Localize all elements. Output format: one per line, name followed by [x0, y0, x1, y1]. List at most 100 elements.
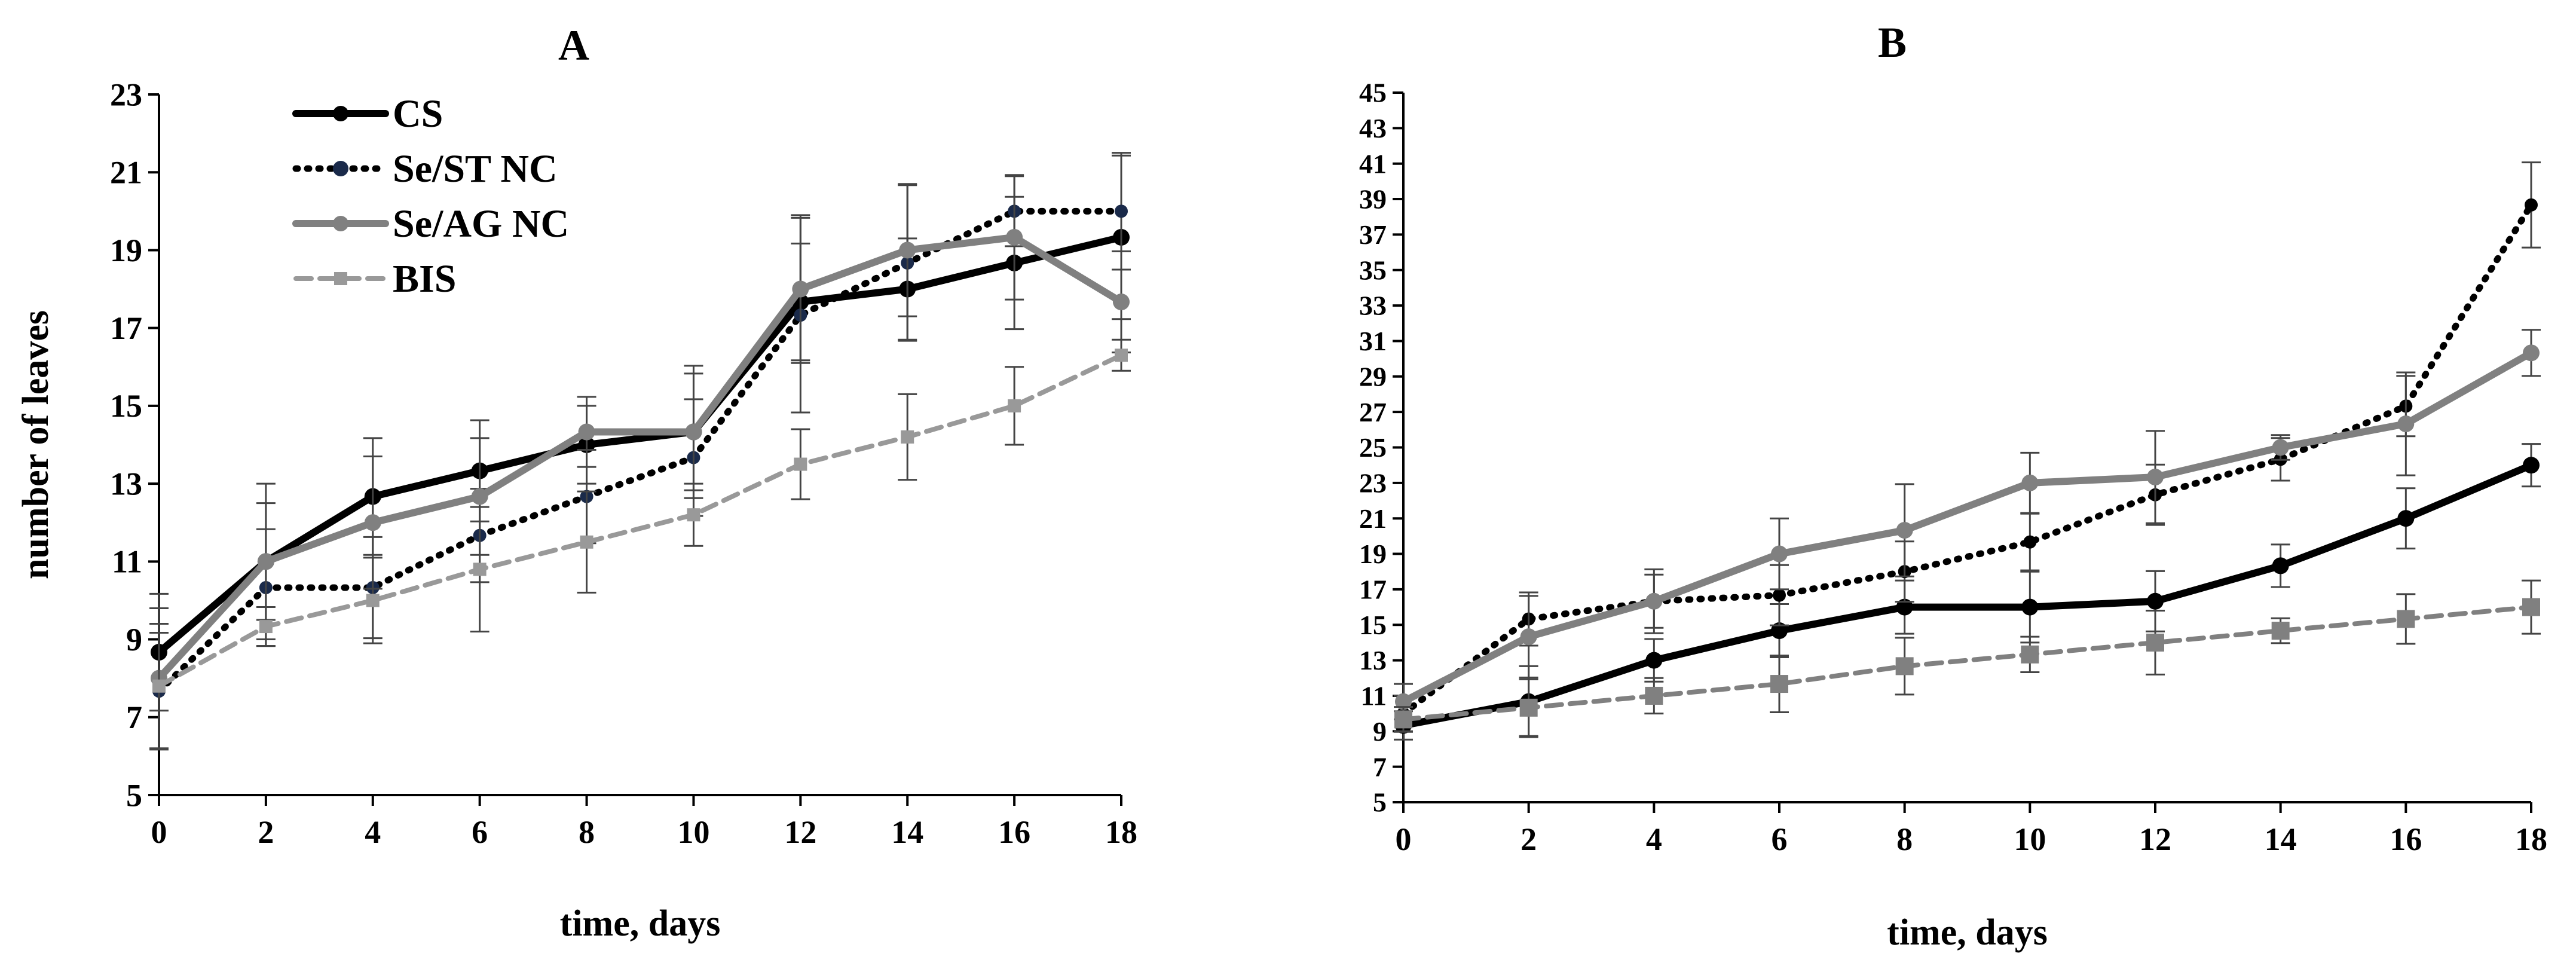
panel-b-x-tick-label: 14 — [2265, 821, 2297, 857]
panel-a-x-tick-label: 2 — [258, 814, 274, 850]
panel-b-y-tick-label: 37 — [1359, 219, 1387, 250]
panel-a-x-tick-label: 12 — [784, 814, 816, 850]
legend-swatch-marker — [333, 106, 348, 121]
panel-a-title: A — [558, 22, 589, 69]
panel-a-series-se-ag-nc-point — [578, 423, 595, 441]
panel-a-series-bis-point — [1008, 399, 1021, 412]
panel-b-series-se-ag-nc-line — [1400, 349, 2535, 705]
panel-a-series-cs-line — [155, 233, 1125, 656]
legend-swatch-marker — [334, 272, 347, 285]
panel-a-series-se-ag-nc-point — [792, 280, 809, 298]
panel-b-y-tick-label: 7 — [1373, 751, 1387, 782]
panel-a-x-tick-label: 18 — [1105, 814, 1137, 850]
panel-b-x-tick-label: 6 — [1772, 821, 1788, 857]
panel-a-series-se-ag-nc-point — [364, 514, 381, 531]
panel-b-series-cs-point — [1645, 652, 1663, 669]
panel-b-series-bis-point — [1394, 710, 1412, 729]
panel-b-y-tick-label: 9 — [1373, 716, 1387, 747]
panel-b-series-bis-point — [2146, 633, 2164, 652]
panel-a-series-bis-point — [580, 535, 593, 549]
panel-a-series-bis-point — [152, 679, 166, 693]
panel-b-series-cs — [1394, 443, 2541, 741]
panel-b-series-se-ag-nc-point — [2272, 439, 2289, 456]
panel-b-series-se-st-nc-line — [1400, 201, 2535, 717]
panel-b-y-tick-label: 39 — [1359, 184, 1387, 215]
panel-b-series-bis-point — [1770, 675, 1788, 693]
panel-b-y-tick-label: 33 — [1359, 291, 1387, 321]
panel-a-x-axis-label: time, days — [560, 903, 721, 944]
chart-panel-a: A 5 7 9 11 13 15 17 19 21 23 0 2 4 6 8 10 12 14 16 18 time, d… — [16, 22, 1137, 944]
panel-a-y-tick-label: 13 — [110, 466, 142, 502]
panel-a-series-se-ag-nc-point — [1006, 228, 1023, 246]
panel-a-y-tick-label: 23 — [110, 77, 142, 112]
panel-a-series-se-st-nc-point — [1115, 204, 1128, 218]
panel-a-y-tick-label: 15 — [110, 388, 142, 424]
panel-b-series-se-ag-nc-point — [2397, 415, 2415, 433]
panel-a-series-bis — [149, 338, 1131, 750]
panel-b-y-tick-label: 43 — [1359, 113, 1387, 143]
panel-b-y-tick-label: 29 — [1359, 361, 1387, 392]
panel-b-y-tick-label: 25 — [1359, 432, 1387, 463]
panel-a-series-bis-point — [794, 457, 807, 471]
panel-b-y-tick-label: 35 — [1359, 255, 1387, 285]
panel-b-x-tick-label: 8 — [1896, 821, 1913, 857]
panel-b-x-tick-label: 18 — [2515, 821, 2547, 857]
panel-b-series-se-st-nc-point — [1773, 588, 1786, 602]
panel-b-series-bis — [1394, 579, 2541, 737]
panel-a-series-bis-line — [157, 353, 1124, 689]
panel-b-x-tick-label: 16 — [2390, 821, 2422, 857]
legend-entry-label: Se/ST NC — [393, 147, 558, 191]
panel-b-title: B — [1878, 19, 1907, 66]
panel-b-x-axis-label: time, days — [1887, 912, 2048, 953]
panel-b-y-tick-label: 19 — [1359, 539, 1387, 569]
panel-b-series-se-ag-nc-point — [2523, 344, 2540, 362]
panel-a-series-se-ag-nc-point — [471, 488, 488, 505]
legend-entry-label: CS — [393, 92, 443, 136]
legend-swatch-marker — [333, 161, 348, 176]
panel-a-y-tick-label: 21 — [110, 155, 142, 191]
legend-entry-label: Se/AG NC — [393, 202, 569, 246]
panel-a-y-tick-label: 7 — [126, 699, 142, 735]
panel-b-series-cs-line — [1400, 461, 2535, 729]
panel-b-y-tick-label: 11 — [1361, 681, 1387, 711]
panel-a-series-se-ag-nc — [149, 174, 1131, 750]
panel-b-series-bis-line — [1401, 604, 2534, 722]
panel-a-y-tick-label: 9 — [126, 622, 142, 658]
panel-b-series-se-ag-nc-point — [1395, 693, 1412, 710]
panel-b-series-bis-point — [2021, 645, 2039, 664]
panel-b-series-se-st-nc — [1394, 161, 2541, 732]
panel-b-series-cs-point — [1896, 598, 1913, 616]
panel-b-series-se-st-nc-point — [2525, 198, 2538, 212]
panel-a-y-tick-label: 11 — [112, 544, 142, 580]
panel-a-series-se-ag-nc-point — [899, 242, 916, 259]
panel-b-y-tick-label: 23 — [1359, 467, 1387, 498]
panel-b-x-tick-label: 12 — [2139, 821, 2171, 857]
panel-b-y-tick-label: 15 — [1359, 610, 1387, 640]
panel-b-y-tick-label: 31 — [1359, 326, 1387, 356]
panel-a-series-bis-point — [687, 508, 700, 522]
panel-a-x-tick-label: 6 — [472, 814, 488, 850]
panel-a-x-tick-label: 14 — [891, 814, 923, 850]
panel-b-y-tick-label: 17 — [1359, 574, 1387, 605]
panel-b-series-se-ag-nc-point — [1520, 628, 1537, 646]
panel-b-y-tick-label: 27 — [1359, 397, 1387, 427]
panel-a-series-bis-point — [473, 563, 487, 576]
panel-a-y-tick-label: 5 — [126, 777, 142, 813]
panel-a-series-se-ag-nc-point — [1113, 294, 1130, 311]
panel-b-series-se-ag-nc — [1394, 329, 2541, 720]
panel-b-x-tick-label: 0 — [1396, 821, 1412, 857]
legend-entry-label: BIS — [393, 257, 456, 301]
panel-a-x-tick-label: 8 — [579, 814, 595, 850]
panel-b-series-se-ag-nc-point — [2021, 474, 2039, 491]
panel-b-x-tick-label: 4 — [1646, 821, 1662, 857]
panel-a-series-bis-point — [259, 620, 273, 634]
panel-a-series-bis-point — [366, 594, 380, 607]
panel-b-series-se-ag-nc-point — [1896, 522, 1913, 539]
panel-a-y-tick-label: 17 — [110, 310, 142, 346]
panel-b-series-se-ag-nc-point — [1645, 592, 1663, 610]
panel-b-y-tick-label: 45 — [1359, 78, 1387, 108]
panel-b-series-cs-point — [2272, 557, 2289, 574]
panel-b-series-bis-point — [2522, 598, 2540, 616]
panel-b-series-cs-point — [2021, 598, 2039, 616]
